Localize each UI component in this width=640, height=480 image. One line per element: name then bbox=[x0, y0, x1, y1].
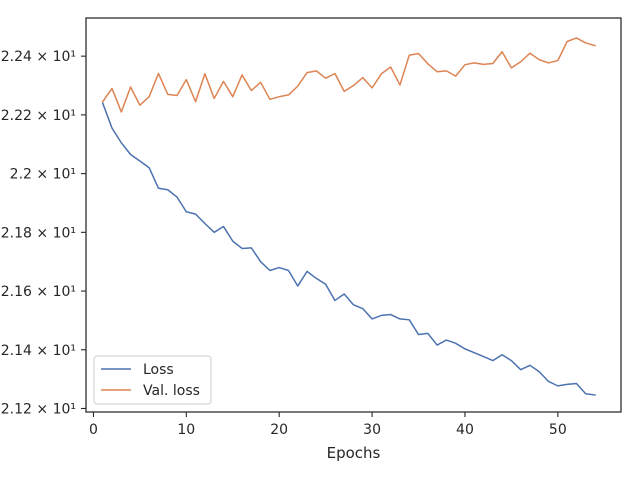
series-layer bbox=[101, 37, 596, 396]
y-tick-label: 2.16 × 10¹ bbox=[1, 284, 76, 300]
y-tick-label: 2.24 × 10¹ bbox=[1, 49, 76, 65]
series-line-loss bbox=[101, 102, 596, 396]
x-tick-label: 0 bbox=[89, 422, 98, 438]
y-tick-label: 2.22 × 10¹ bbox=[1, 108, 76, 124]
legend-label-val-loss: Val. loss bbox=[143, 383, 200, 399]
y-tick-label: 2.18 × 10¹ bbox=[1, 225, 76, 241]
x-tick-label: 30 bbox=[363, 422, 381, 438]
x-tick-label: 10 bbox=[177, 422, 195, 438]
y-tick-label: 2.12 × 10¹ bbox=[1, 401, 76, 417]
y-tick-label: 2.14 × 10¹ bbox=[1, 343, 76, 359]
x-tick-label: 40 bbox=[456, 422, 474, 438]
legend-label-loss: Loss bbox=[143, 362, 174, 378]
x-tick-label: 50 bbox=[549, 422, 567, 438]
series-line-val-loss bbox=[101, 37, 596, 113]
y-tick-label: 2.2 × 10¹ bbox=[10, 167, 76, 183]
plot-frame bbox=[85, 17, 622, 413]
plot-background bbox=[86, 18, 621, 412]
legend: Loss Val. loss bbox=[93, 355, 212, 405]
x-axis-label: Epochs bbox=[327, 444, 381, 462]
y-axis-ticks: 2.24 × 10¹ 2.22 × 10¹ 2.2 × 10¹ 2.18 × 10¹ 2… bbox=[1, 49, 86, 417]
x-axis-ticks: 0 10 20 30 40 50 bbox=[89, 412, 567, 438]
legend-box bbox=[93, 355, 212, 405]
x-tick-label: 20 bbox=[270, 422, 288, 438]
